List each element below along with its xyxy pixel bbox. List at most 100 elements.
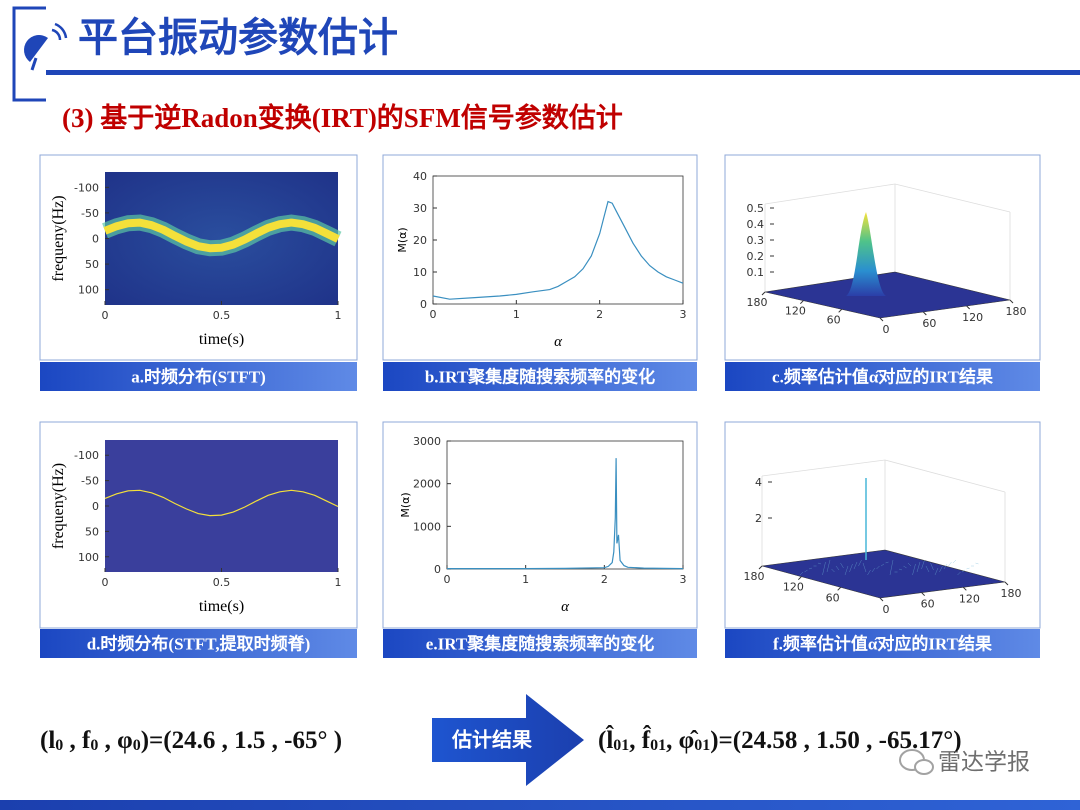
- x-tick-label: 180: [744, 570, 765, 583]
- noise: [849, 563, 853, 573]
- noise: [876, 565, 880, 570]
- box-walls: [764, 183, 1011, 301]
- y-tick-label: 60: [922, 317, 936, 330]
- noise: [885, 561, 889, 564]
- y-tick-label: -100: [74, 181, 99, 194]
- noise: [948, 561, 952, 567]
- x-tick-label: 1: [335, 576, 342, 589]
- line: [432, 200, 684, 300]
- x-tick-label: 1: [335, 309, 342, 322]
- line: [447, 458, 684, 570]
- x-tick: [838, 308, 843, 313]
- ridge: [104, 489, 339, 517]
- y-tick-label: -50: [81, 475, 99, 488]
- noise: [867, 569, 871, 576]
- noise: [831, 568, 835, 573]
- noise: [835, 565, 840, 571]
- noise: [871, 567, 876, 573]
- y-tick: [1009, 299, 1014, 304]
- y-tick-label: 30: [413, 202, 427, 215]
- panel: e.IRT聚集度随搜索频率的变化 0 1 2 3 0 1000 2000 3000 α M(α): [382, 421, 698, 658]
- subscript: 0: [90, 737, 98, 754]
- noise: [858, 559, 862, 567]
- z-tick-label: 0.2: [747, 250, 765, 263]
- noise: [903, 565, 907, 569]
- noise: [930, 562, 934, 571]
- caption: a.时频分布(STFT): [131, 367, 266, 387]
- peak: [846, 212, 886, 296]
- x-tick-label: 180: [747, 296, 768, 309]
- z-tick-label: 0.3: [747, 234, 765, 247]
- panel: f.频率估计值α̂对应的IRT结果 60 120 180 0 60 120 180 2 4: [724, 421, 1041, 658]
- caption: b.IRT聚集度随搜索频率的变化: [425, 367, 655, 387]
- formula-text: (l: [40, 727, 55, 754]
- formula-text: (l̂: [598, 725, 614, 754]
- x-tick-label: 1: [522, 573, 529, 586]
- y-tick-label: 50: [85, 525, 99, 538]
- y-tick-label: 0: [92, 233, 99, 246]
- caption: c.频率估计值α̂对应的IRT结果: [772, 367, 993, 387]
- caption-bar: [725, 629, 1040, 658]
- caption-bar: [40, 629, 357, 658]
- x-tick-label: 0: [102, 309, 109, 322]
- x-tick-label: 0: [430, 308, 437, 321]
- noise: [898, 568, 903, 571]
- x-tick-label: 60: [826, 591, 840, 604]
- formula-text: )=(24.58 , 1.50 , -65.17°): [710, 727, 961, 754]
- y-tick: [962, 586, 967, 591]
- noise: [907, 562, 912, 567]
- formula-given: (l0 , f0 , φ0)=(24.6 , 1.5 , -65° ): [40, 727, 342, 755]
- subscript: 01: [613, 737, 629, 754]
- y-tick-label: 60: [921, 598, 935, 611]
- x-tick: [758, 565, 763, 570]
- header-rule: [46, 70, 1080, 75]
- subtitle: (3) 基于逆Radon变换(IRT)的SFM信号参数估计: [62, 102, 623, 133]
- y-axis-label: M(α): [396, 227, 409, 252]
- ridge: [103, 218, 340, 253]
- x-tick: [837, 586, 842, 591]
- subscript: 01: [694, 737, 710, 754]
- formula-text: , φ̂: [666, 727, 698, 754]
- noise: [853, 561, 858, 570]
- y-tick-label: 0: [883, 323, 890, 336]
- x-axis-label: α: [554, 334, 563, 350]
- y-tick-label: 3000: [413, 435, 441, 448]
- x-tick-label: 0: [102, 576, 109, 589]
- noise: [817, 562, 822, 565]
- formula-estimated: (l̂01, f̂01, φ̂01)=(24.58 , 1.50 , -65.1…: [598, 725, 962, 755]
- subscript: 01: [650, 737, 666, 754]
- x-tick: [761, 291, 766, 296]
- noise: [957, 571, 961, 576]
- formula-text: , φ: [98, 727, 132, 754]
- noise: [889, 559, 894, 576]
- y-axis-label: M(α): [399, 492, 412, 517]
- x-axis-label: time(s): [199, 598, 244, 615]
- noise: [975, 562, 979, 565]
- noise: [921, 559, 925, 570]
- x-tick-label: 1: [513, 308, 520, 321]
- noise: [961, 569, 966, 573]
- y-tick: [966, 305, 971, 310]
- caption: e.IRT聚集度随搜索频率的变化: [426, 634, 654, 654]
- y-axis-label: frequeny(Hz): [50, 463, 67, 549]
- noise: [912, 563, 916, 576]
- x-tick-label: 120: [785, 305, 806, 318]
- x-tick-label: 0.5: [213, 576, 231, 589]
- x-tick: [799, 300, 804, 305]
- plot-area: [432, 175, 684, 305]
- x-axis-label: time(s): [199, 331, 244, 348]
- caption: d.时频分布(STFT,提取时频脊): [87, 634, 311, 654]
- spectrogram: [105, 440, 338, 572]
- y-tick-label: 0: [420, 298, 427, 311]
- y-tick-label: 0: [92, 500, 99, 513]
- noise: [880, 563, 885, 567]
- spectrogram: [105, 172, 338, 305]
- charts: a.时频分布(STFT)0 0.5 1-100-50050100time(s)fre…: [39, 154, 1041, 658]
- z-tick-label: 4: [755, 476, 762, 489]
- panel: c.频率估计值α̂对应的IRT结果 60 120 180 0 60 120 180 0.1 0.2…: [724, 154, 1041, 391]
- y-tick-label: 50: [85, 258, 99, 271]
- x-tick-label: 3: [680, 308, 687, 321]
- noise: [943, 563, 948, 570]
- x-axis-label: α: [561, 599, 570, 615]
